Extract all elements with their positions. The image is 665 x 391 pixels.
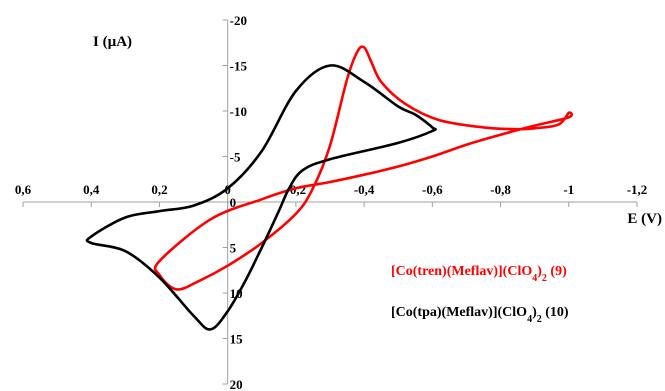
y-axis-title: I (µA) xyxy=(93,34,132,50)
x-tick-label: 0,6 xyxy=(15,182,32,197)
x-tick-label: -0,8 xyxy=(490,182,511,197)
y-tick-label: 20 xyxy=(230,377,243,391)
series-line-2 xyxy=(85,64,437,331)
x-axis-ticks: 0,6 0,4 0,2 0 -0,2 -0,4 -0,6 -0,8 -1 -1,2 xyxy=(15,182,647,207)
x-tick-label: 0,4 xyxy=(83,182,100,197)
x-tick-label: -0,6 xyxy=(422,182,443,197)
x-tick-label: -1 xyxy=(563,182,574,197)
y-tick-label: 0 xyxy=(230,195,237,210)
legend-entry-2: [Co(tpa)(Meflav)](ClO4)2 (10) xyxy=(391,305,569,325)
y-tick-label: -20 xyxy=(230,13,247,28)
y-tick-label: -5 xyxy=(230,150,241,165)
y-tick-label: 15 xyxy=(230,332,244,347)
y-tick-label: -15 xyxy=(230,59,248,74)
y-tick-label: -10 xyxy=(230,104,247,119)
series-line-1 xyxy=(153,45,574,291)
legend-entry-1: [Co(tren)(Meflav)](ClO4)2 (9) xyxy=(391,264,567,284)
x-tick-label: 0,2 xyxy=(151,182,167,197)
x-tick-label: -0,4 xyxy=(354,182,375,197)
axes: 0,6 0,4 0,2 0 -0,2 -0,4 -0,6 -0,8 -1 -1,2 -20-15-… xyxy=(15,13,647,391)
x-tick-label: -1,2 xyxy=(627,182,648,197)
x-axis-title: E (V) xyxy=(627,211,662,227)
y-tick-label: 5 xyxy=(230,241,237,256)
legend: [Co(tren)(Meflav)](ClO4)2 (9) [Co(tpa)(Me… xyxy=(391,264,569,325)
series-layer xyxy=(85,45,574,331)
